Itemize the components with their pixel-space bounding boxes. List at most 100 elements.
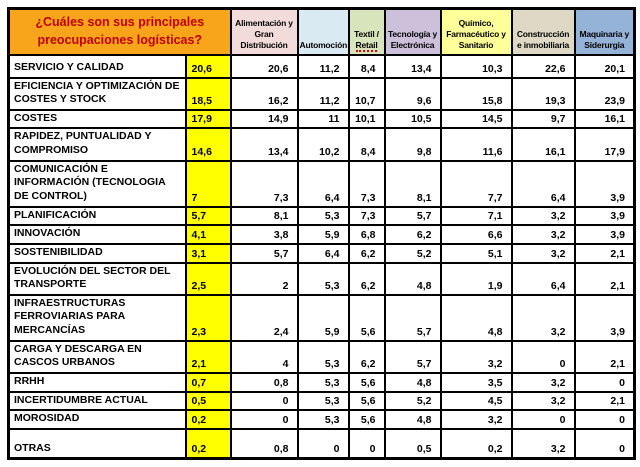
- data-cell: 6,4: [510, 261, 576, 296]
- data-cell: 0,2: [439, 427, 513, 460]
- data-cell: 5,3: [296, 409, 350, 430]
- data-cell: 10,1: [347, 108, 386, 130]
- data-cell: 6,8: [347, 224, 386, 245]
- row-label: SERVICIO Y CALIDAD: [7, 53, 187, 79]
- row-label: EFICIENCIA Y OPTIMIZACIÓN DE COSTES Y ST…: [7, 76, 187, 111]
- data-cell: 0,5: [383, 427, 442, 460]
- data-cell: 6,4: [296, 242, 350, 264]
- data-cell: 5,6: [347, 409, 386, 430]
- data-cell: 0: [296, 427, 350, 460]
- data-cell: 5,6: [347, 293, 386, 342]
- column-header-sector-5: Construcción e inmobiliaria: [510, 7, 576, 56]
- row-total-value: 0,2: [184, 427, 232, 460]
- data-cell: 4,8: [439, 293, 513, 342]
- data-cell: 5,6: [347, 372, 386, 393]
- table-row: EVOLUCIÓN DEL SECTOR DEL TRANSPORTE 2,5 2 5…: [7, 261, 636, 296]
- table-row: COSTES 17,9 14,9 11 10,1 10,5 14,5 9,7 16,1: [7, 108, 636, 130]
- row-total-value: 3,1: [184, 242, 232, 264]
- table-row: MOROSIDAD 0,2 0 5,3 5,6 4,8 3,2 0 0: [7, 409, 636, 430]
- data-cell: 6,6: [439, 224, 513, 245]
- data-cell: 9,8: [383, 127, 442, 162]
- data-cell: 5,9: [296, 224, 350, 245]
- row-total-value: 0,7: [184, 372, 232, 393]
- data-cell: 5,7: [229, 242, 299, 264]
- data-cell: 3,9: [573, 224, 636, 245]
- data-cell: 3,8: [229, 224, 299, 245]
- data-cell: 3,2: [510, 372, 576, 393]
- data-cell: 6,4: [510, 159, 576, 208]
- data-cell: 5,3: [296, 261, 350, 296]
- data-cell: 6,2: [347, 339, 386, 375]
- data-cell: 0,8: [229, 372, 299, 393]
- row-label: INFRAESTRUCTURAS FERROVIARIAS PARA MERCA…: [7, 293, 187, 342]
- row-total-value: 20,6: [184, 53, 232, 79]
- data-cell: 4,8: [383, 409, 442, 430]
- data-cell: 8,1: [383, 159, 442, 208]
- data-cell: 2,1: [573, 390, 636, 412]
- data-cell: 11,2: [296, 76, 350, 111]
- data-cell: 7,3: [347, 205, 386, 227]
- table-row: SERVICIO Y CALIDAD 20,6 20,6 11,2 8,4 13,4 10,…: [7, 53, 636, 79]
- row-total-value: 18,5: [184, 76, 232, 111]
- data-cell: 5,9: [296, 293, 350, 342]
- table-row: CARGA Y DESCARGA EN CASCOS URBANOS 2,1 4 5,…: [7, 339, 636, 375]
- data-cell: 3,2: [510, 242, 576, 264]
- row-total-value: 5,7: [184, 205, 232, 227]
- data-cell: 3,2: [439, 409, 513, 430]
- row-label: RAPIDEZ, PUNTUALIDAD Y COMPROMISO: [7, 127, 187, 162]
- data-cell: 7,7: [439, 159, 513, 208]
- data-cell: 5,3: [296, 339, 350, 375]
- logistics-concerns-table: ¿Cuáles son sus principales preocupacion…: [7, 7, 637, 461]
- data-cell: 3,2: [510, 390, 576, 412]
- data-cell: 4,8: [383, 372, 442, 393]
- data-cell: 0: [347, 427, 386, 460]
- spellcheck-underline: Retail: [355, 40, 378, 53]
- data-cell: 6,2: [347, 261, 386, 296]
- row-label: MOROSIDAD: [7, 409, 187, 430]
- data-cell: 2,1: [573, 261, 636, 296]
- row-label: INCERTIDUMBRE ACTUAL: [7, 390, 187, 412]
- data-cell: 3,9: [573, 159, 636, 208]
- column-header-sector-3: Tecnología y Electrónica: [383, 7, 442, 56]
- row-total-value: 17,9: [184, 108, 232, 130]
- data-cell: 5,6: [347, 390, 386, 412]
- data-cell: 5,3: [296, 372, 350, 393]
- row-total-value: 0,5: [184, 390, 232, 412]
- data-cell: 9,6: [383, 76, 442, 111]
- column-header-sector-4: Químico, Farmacéutico y Sanitario: [439, 7, 513, 56]
- data-cell: 1,9: [439, 261, 513, 296]
- table-row: RAPIDEZ, PUNTUALIDAD Y COMPROMISO 14,6 13,…: [7, 127, 636, 162]
- data-cell: 3,5: [439, 372, 513, 393]
- data-cell: 4,8: [383, 261, 442, 296]
- table-row: INCERTIDUMBRE ACTUAL 0,5 0 5,3 5,6 5,2 4,5 3,2 2…: [7, 390, 636, 412]
- table-title: ¿Cuáles son sus principales preocupacion…: [7, 7, 232, 56]
- table-row: RRHH 0,7 0,8 5,3 5,6 4,8 3,5 3,2 0: [7, 372, 636, 393]
- data-cell: 10,3: [439, 53, 513, 79]
- data-cell: 2: [229, 261, 299, 296]
- table-row: EFICIENCIA Y OPTIMIZACIÓN DE COSTES Y ST…: [7, 76, 636, 111]
- row-total-value: 14,6: [184, 127, 232, 162]
- data-cell: 2,4: [229, 293, 299, 342]
- data-cell: 5,3: [296, 390, 350, 412]
- data-cell: 19,3: [510, 76, 576, 111]
- row-total-value: 7: [184, 159, 232, 208]
- data-cell: 4,5: [439, 390, 513, 412]
- data-cell: 0: [573, 409, 636, 430]
- row-label: RRHH: [7, 372, 187, 393]
- data-cell: 10,7: [347, 76, 386, 111]
- column-header-sector-1: Automoción: [296, 7, 350, 56]
- row-total-value: 2,5: [184, 261, 232, 296]
- data-cell: 8,1: [229, 205, 299, 227]
- data-cell: 14,5: [439, 108, 513, 130]
- data-cell: 5,2: [383, 242, 442, 264]
- data-cell: 5,1: [439, 242, 513, 264]
- data-cell: 0: [573, 427, 636, 460]
- column-header-sector-0: Alimentación y Gran Distribución: [229, 7, 299, 56]
- data-cell: 3,2: [510, 293, 576, 342]
- data-cell: 0: [229, 409, 299, 430]
- data-cell: 3,2: [510, 205, 576, 227]
- data-cell: 9,7: [510, 108, 576, 130]
- data-cell: 0: [229, 390, 299, 412]
- row-total-value: 0,2: [184, 409, 232, 430]
